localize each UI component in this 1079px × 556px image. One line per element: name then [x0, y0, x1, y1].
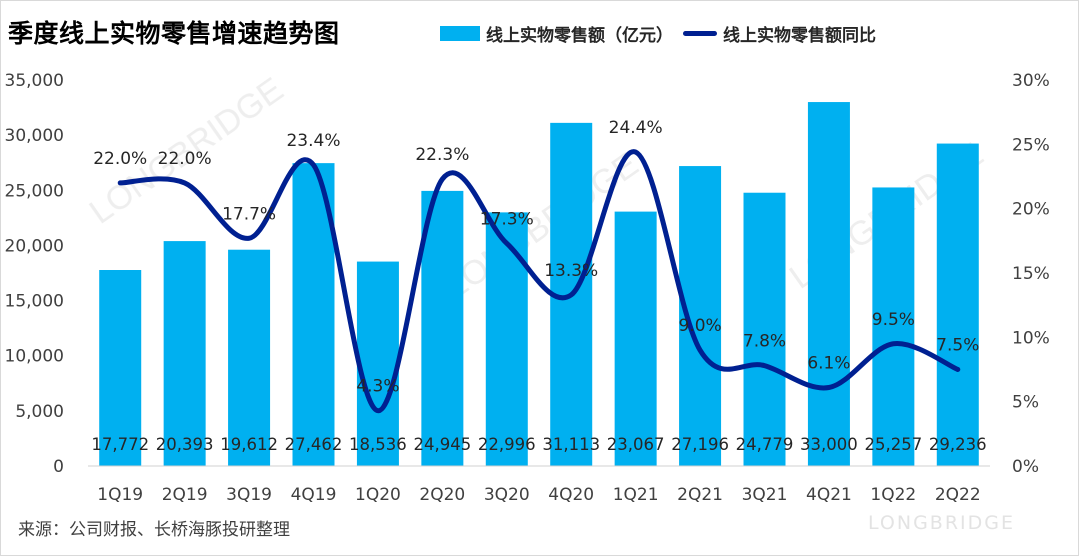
bar — [163, 241, 206, 466]
legend-item-bar: 线上实物零售额（亿元） — [440, 21, 673, 46]
bar-value-label: 25,257 — [864, 435, 922, 454]
legend-label-bar: 线上实物零售额（亿元） — [486, 25, 673, 46]
line-value-label: 7.5% — [936, 336, 979, 356]
y-left-tick-label: 20,000 — [5, 236, 64, 256]
bar-value-label: 23,067 — [607, 435, 665, 454]
bar — [356, 261, 399, 466]
bar-value-label: 31,113 — [542, 435, 600, 454]
y-right-tick-label: 20% — [1012, 200, 1050, 220]
x-tick-label: 3Q19 — [226, 485, 272, 505]
bar — [936, 143, 979, 467]
line-value-label: 4.3% — [356, 377, 399, 397]
y-left-tick-label: 5,000 — [15, 402, 64, 422]
brand-mark: LONGBRIDGE — [868, 512, 1015, 534]
x-tick-label: 1Q21 — [613, 485, 659, 505]
y-left-tick-label: 15,000 — [5, 292, 64, 312]
x-tick-label: 1Q22 — [870, 485, 916, 505]
x-tick-label: 2Q20 — [419, 485, 465, 505]
line-value-label: 13.3% — [544, 261, 598, 281]
x-tick-label: 3Q21 — [742, 485, 788, 505]
series-line-yoy — [117, 149, 961, 414]
y-right-tick-label: 5% — [1012, 393, 1039, 413]
line-value-label: 22.3% — [415, 145, 469, 165]
bar — [807, 102, 850, 467]
bar-value-label: 17,772 — [91, 435, 149, 454]
y-right-tick-label: 0% — [1012, 457, 1039, 477]
chart-title: 季度线上实物零售增速趋势图 — [8, 19, 340, 48]
y-right-tick-label: 10% — [1012, 328, 1050, 348]
bar — [872, 187, 915, 467]
line-value-label: 17.7% — [222, 204, 276, 224]
legend-label-line: 线上实物零售额同比 — [723, 25, 876, 46]
x-tick-label: 4Q19 — [291, 485, 337, 505]
y-left-tick-label: 35,000 — [5, 71, 64, 91]
line-value-label: 6.1% — [807, 354, 850, 374]
line-value-label: 22.0% — [158, 149, 212, 169]
bar — [743, 192, 786, 466]
x-tick-label: 2Q22 — [935, 485, 981, 505]
line-value-label: 9.0% — [678, 316, 721, 336]
x-tick-label: 4Q21 — [806, 485, 852, 505]
line-value-label: 9.5% — [872, 310, 915, 330]
line-value-label: 23.4% — [286, 131, 340, 151]
x-tick-label: 1Q19 — [97, 485, 143, 505]
y-right-tick-label: 25% — [1012, 135, 1050, 155]
x-tick-label: 1Q20 — [355, 485, 401, 505]
y-right-tick-label: 30% — [1012, 71, 1050, 91]
source-note: 来源：公司财报、长桥海豚投研整理 — [18, 520, 290, 540]
bar-value-label: 24,945 — [413, 435, 471, 454]
line-value-label: 17.3% — [480, 209, 534, 229]
bar-value-label: 18,536 — [349, 435, 407, 454]
legend: 线上实物零售额（亿元） 线上实物零售额同比 — [440, 20, 876, 46]
bar-value-label: 20,393 — [156, 435, 214, 454]
line-value-label: 22.0% — [93, 149, 147, 169]
bar-value-label: 27,196 — [671, 435, 729, 454]
bar — [99, 270, 142, 466]
x-tick-label: 3Q20 — [484, 485, 530, 505]
line-value-label: 7.8% — [743, 332, 786, 352]
y-left-tick-label: 10,000 — [5, 347, 64, 367]
bar-value-label: 24,779 — [736, 435, 794, 454]
bar — [421, 190, 464, 467]
y-left-tick-label: 0 — [53, 457, 64, 477]
bar — [485, 212, 528, 466]
y-left-tick-label: 30,000 — [5, 126, 64, 146]
bar-value-label: 33,000 — [800, 435, 858, 454]
legend-item-line: 线上实物零售额同比 — [683, 21, 876, 46]
bar — [228, 249, 271, 466]
bar-value-label: 27,462 — [285, 435, 343, 454]
bar-value-label: 22,996 — [478, 435, 536, 454]
line-value-label: 24.4% — [609, 118, 663, 138]
legend-swatch-line — [683, 30, 717, 36]
y-left-tick-label: 25,000 — [5, 181, 64, 201]
bar-value-label: 19,612 — [220, 435, 278, 454]
y-right-tick-label: 15% — [1012, 264, 1050, 284]
legend-swatch-bar — [440, 25, 480, 41]
bar-value-label: 29,236 — [929, 435, 987, 454]
bar — [614, 211, 657, 466]
x-tick-label: 2Q19 — [162, 485, 208, 505]
x-tick-label: 4Q20 — [548, 485, 594, 505]
x-tick-label: 2Q21 — [677, 485, 723, 505]
